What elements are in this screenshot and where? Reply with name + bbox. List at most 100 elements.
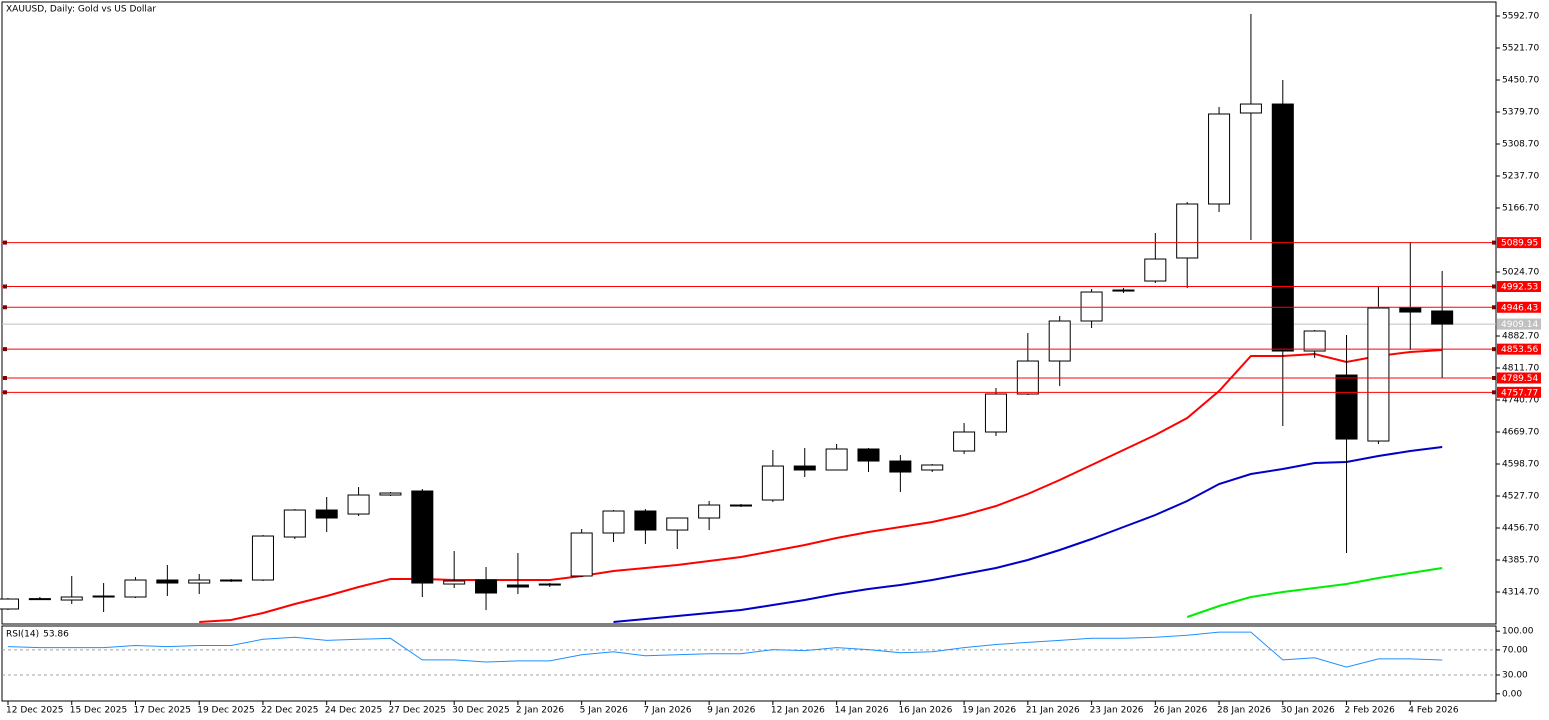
candle-body <box>1399 307 1422 313</box>
candle-body <box>283 509 306 538</box>
y-tick-label: 5450.70 <box>1502 76 1539 86</box>
level-label: 4853.56 <box>1501 345 1538 355</box>
candle-body <box>60 596 83 601</box>
current-price-label: 4909.14 <box>1501 320 1538 330</box>
y-tick-label: 5237.70 <box>1502 172 1539 182</box>
y-tick-label: 30.00 <box>1502 670 1528 680</box>
x-tick-label: 9 Jan 2026 <box>707 706 755 716</box>
x-tick-label: 14 Jan 2026 <box>835 706 889 716</box>
level-label: 5089.95 <box>1501 239 1538 249</box>
level-marker <box>1492 390 1496 395</box>
rsi-value: 53.86 <box>43 630 69 640</box>
x-tick-label: 19 Dec 2025 <box>197 706 255 716</box>
level-label-box <box>1497 237 1541 249</box>
y-tick-label: 4314.70 <box>1502 588 1539 598</box>
candle-body <box>1303 330 1326 352</box>
level-label: 4992.53 <box>1501 283 1538 293</box>
x-tick-label: 5 Jan 2026 <box>580 706 628 716</box>
level-label-box <box>1497 343 1541 355</box>
x-tick-label: 23 Jan 2026 <box>1090 706 1144 716</box>
level-label: 4757.77 <box>1501 388 1538 398</box>
candle-body <box>0 598 20 610</box>
level-marker <box>3 240 7 245</box>
candle-body <box>666 517 689 531</box>
x-tick-label: 7 Jan 2026 <box>643 706 691 716</box>
x-tick-label: 4 Feb 2026 <box>1408 706 1459 716</box>
candle-body <box>475 579 498 594</box>
x-tick-label: 27 Dec 2025 <box>388 706 446 716</box>
x-tick-label: 15 Dec 2025 <box>70 706 128 716</box>
candle-body <box>825 448 848 471</box>
y-tick-label: 4811.70 <box>1502 364 1539 374</box>
level-marker <box>1492 347 1496 352</box>
candle-body <box>1144 258 1167 282</box>
x-tick-label: 21 Jan 2026 <box>1026 706 1080 716</box>
rsi-line <box>7 631 1443 668</box>
candle-body <box>634 510 657 531</box>
y-tick-label: 4740.70 <box>1502 396 1539 406</box>
x-tick-label: 19 Jan 2026 <box>962 706 1016 716</box>
y-tick-label: 4598.70 <box>1502 460 1539 470</box>
rsi-title: RSI(14) <box>6 630 39 640</box>
level-marker <box>3 375 7 380</box>
current-price-box <box>1497 318 1541 330</box>
candle-body <box>28 598 51 601</box>
x-tick-label: 30 Jan 2026 <box>1281 706 1335 716</box>
level-marker <box>3 390 7 395</box>
candle-body <box>1176 203 1199 259</box>
x-tick-label: 2 Feb 2026 <box>1345 706 1396 716</box>
candle-body <box>1335 374 1358 440</box>
candle-body <box>538 583 561 586</box>
candle-body <box>602 510 625 534</box>
level-marker <box>1492 284 1496 289</box>
candle-body <box>443 580 466 585</box>
x-tick-label: 26 Jan 2026 <box>1153 706 1207 716</box>
level-marker <box>1492 305 1496 310</box>
candle-body <box>347 494 370 515</box>
candle-body <box>1239 103 1262 114</box>
price-panel <box>1 1 1497 625</box>
level-marker <box>3 305 7 310</box>
level-marker <box>1492 240 1496 245</box>
x-tick-label: 12 Jan 2026 <box>771 706 825 716</box>
y-tick-label: 4882.70 <box>1502 332 1539 342</box>
y-tick-label: 4527.70 <box>1502 492 1539 502</box>
candle-body <box>92 595 115 598</box>
y-tick-label: 5592.70 <box>1502 12 1539 22</box>
candle-body <box>315 509 338 519</box>
candle-body <box>506 584 529 588</box>
level-label: 4946.43 <box>1501 303 1538 313</box>
candle-body <box>1367 307 1390 442</box>
y-tick-label: 0.00 <box>1502 689 1522 699</box>
candle-body <box>1271 103 1294 352</box>
chart-title: XAUUSD, Daily: Gold vs US Dollar <box>6 5 156 15</box>
y-tick-label: 5024.70 <box>1502 268 1539 278</box>
y-tick-label: 5166.70 <box>1502 204 1539 214</box>
x-tick-label: 24 Dec 2025 <box>325 706 383 716</box>
candle-body <box>1080 291 1103 322</box>
y-tick-label: 4669.70 <box>1502 428 1539 438</box>
candle-body <box>857 448 880 462</box>
candle-body <box>729 504 753 507</box>
moving-average <box>613 446 1443 623</box>
candle-body <box>251 535 274 581</box>
candle-body <box>761 465 784 501</box>
candle-body <box>188 579 211 584</box>
candle-body <box>953 431 976 452</box>
candle-body <box>156 579 179 584</box>
y-tick-label: 5521.70 <box>1502 44 1539 54</box>
y-tick-label: 5308.70 <box>1502 140 1539 150</box>
candle-body <box>1431 310 1454 325</box>
candle-body <box>793 465 816 471</box>
level-label-box <box>1497 281 1541 293</box>
x-tick-label: 2 Jan 2026 <box>516 706 564 716</box>
level-marker <box>3 284 7 289</box>
x-tick-label: 28 Jan 2026 <box>1217 706 1271 716</box>
candle-body <box>379 492 402 496</box>
level-label-box <box>1497 386 1541 398</box>
candle-body <box>570 532 593 577</box>
y-tick-label: 5379.70 <box>1502 108 1539 118</box>
candle-body <box>984 393 1007 433</box>
x-tick-label: 30 Dec 2025 <box>452 706 510 716</box>
